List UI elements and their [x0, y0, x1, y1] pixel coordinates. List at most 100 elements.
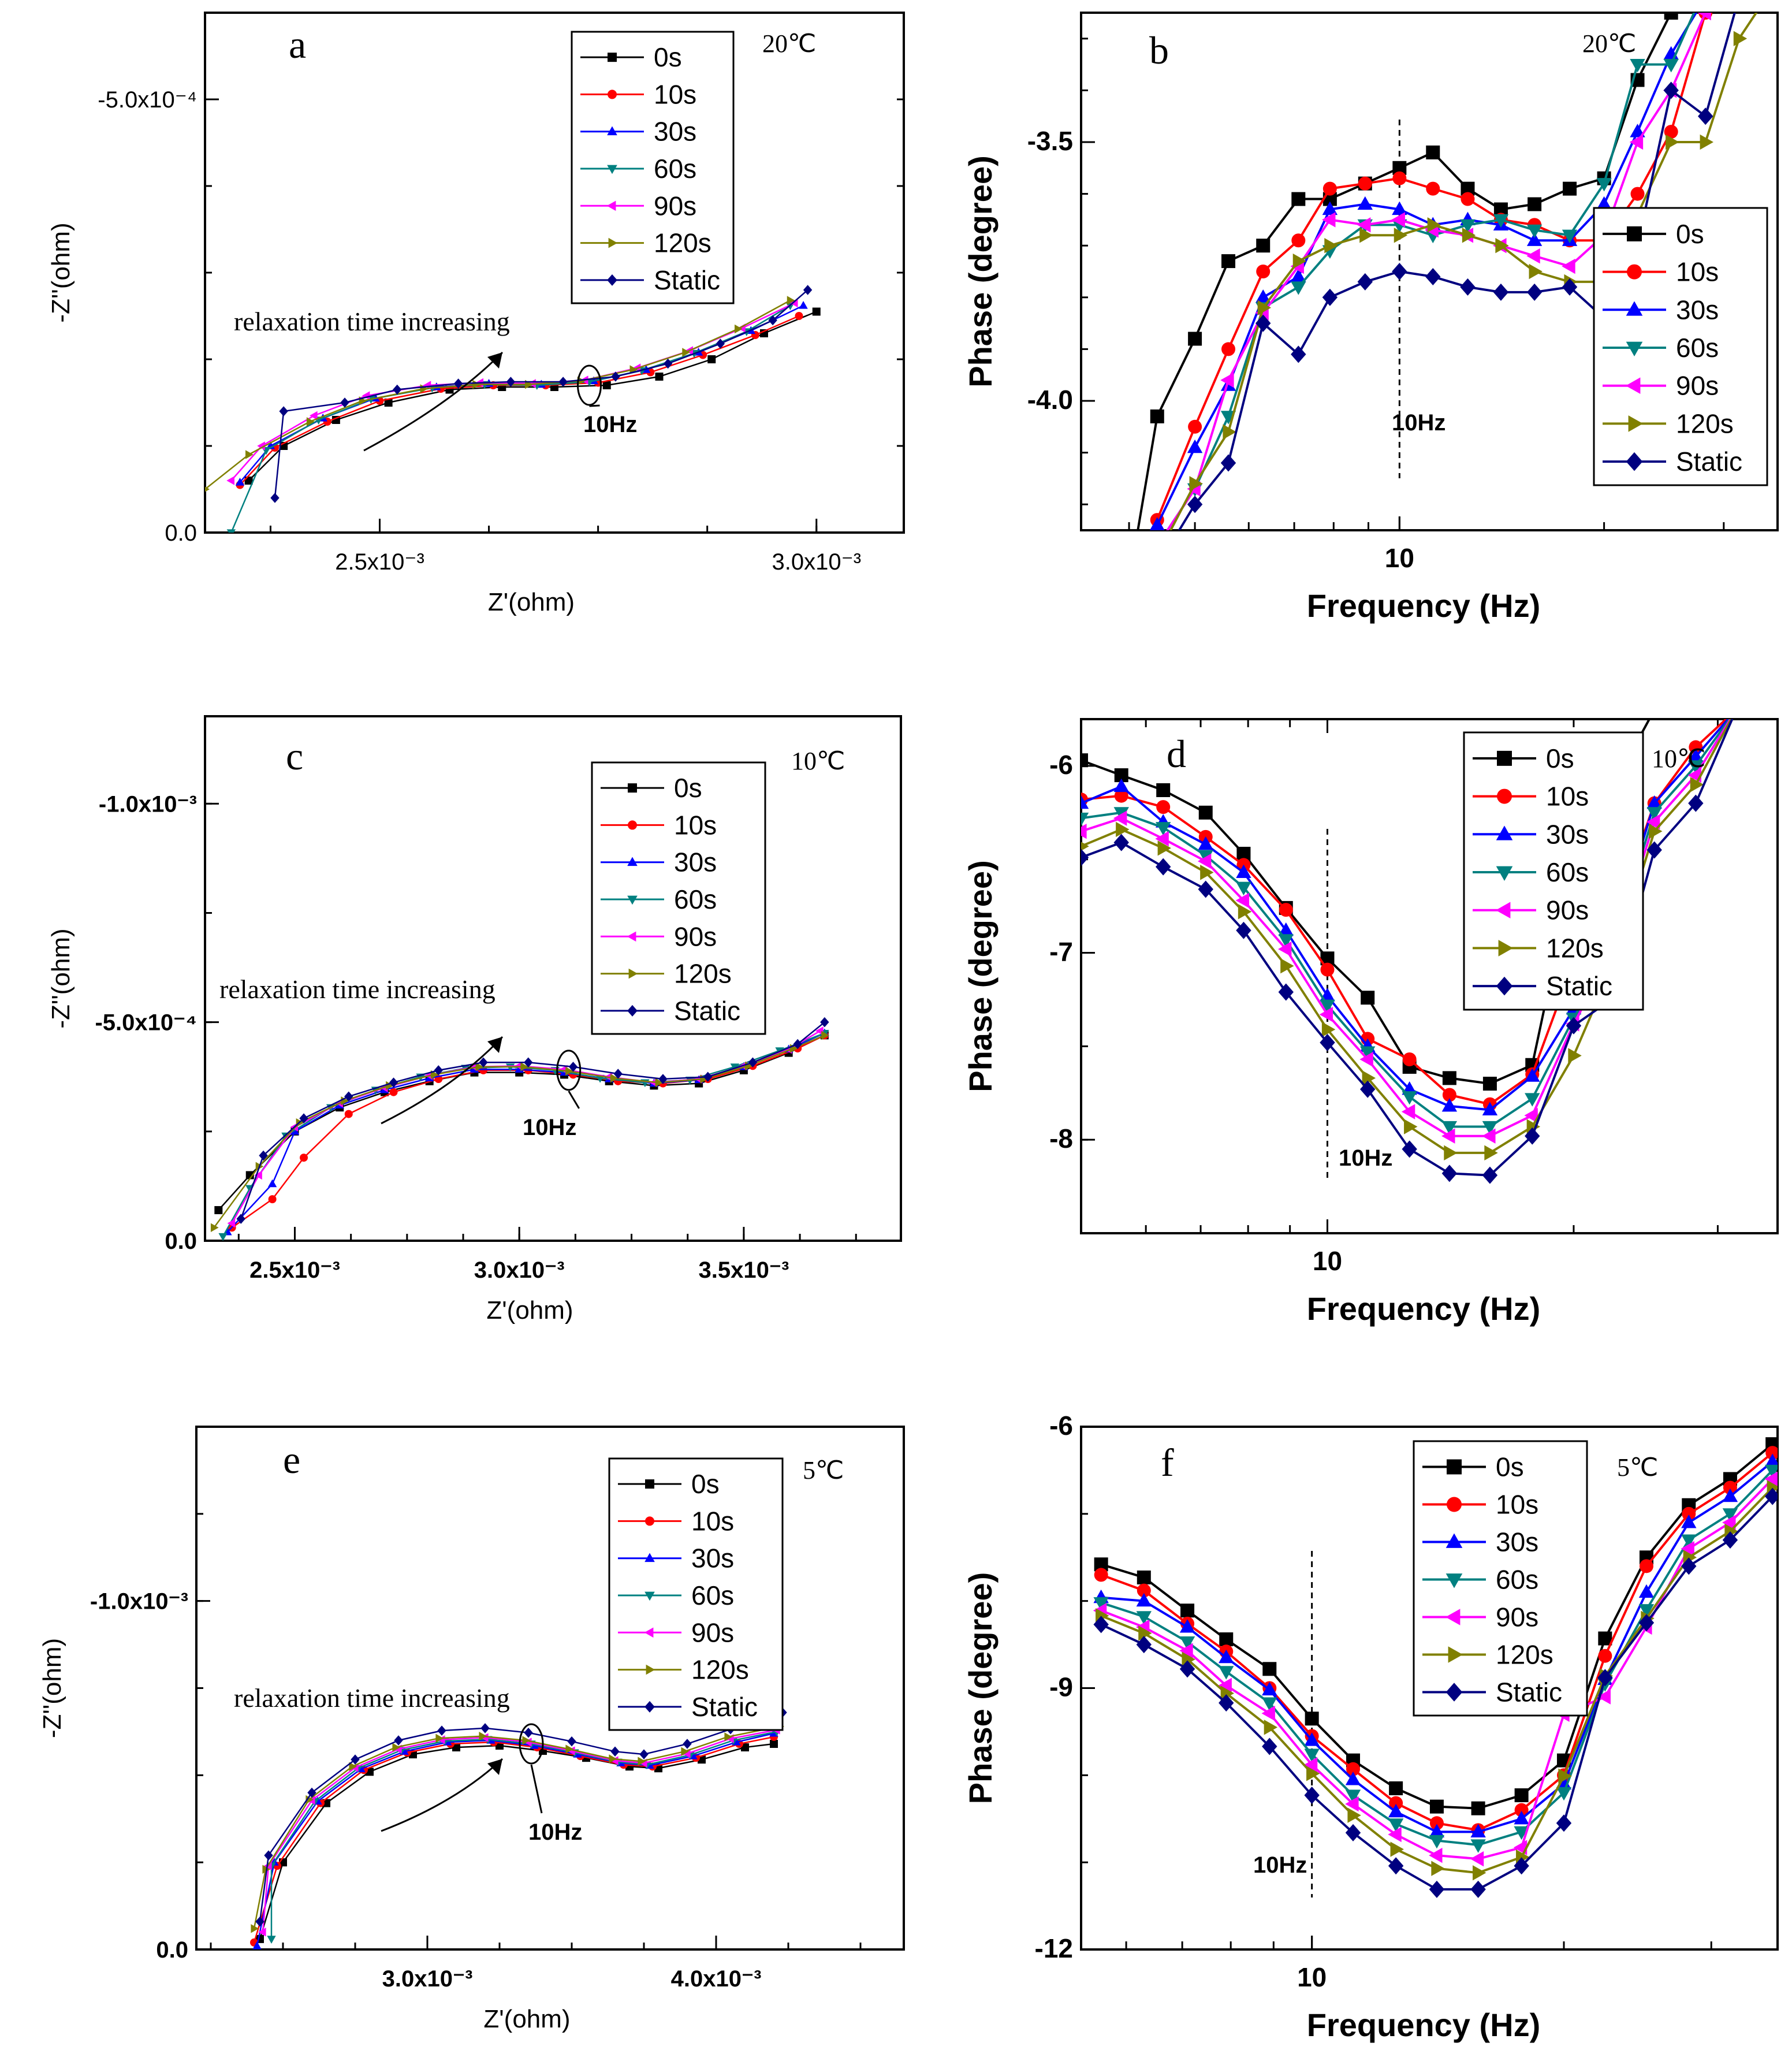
y-tick-label: -8: [1049, 1123, 1073, 1154]
data-point: [1081, 849, 1089, 866]
freq-annotation: 10Hz: [1339, 1145, 1392, 1171]
data-point: [1563, 181, 1577, 196]
legend-item: 30s: [1473, 819, 1589, 849]
data-point: [437, 1725, 446, 1736]
series-60s: [1081, 719, 1731, 1135]
legend-marker: [1445, 1683, 1463, 1702]
data-point: [1470, 1851, 1484, 1867]
data-point: [1681, 1541, 1694, 1557]
legend-label: 120s: [654, 228, 711, 258]
y-tick-label: -5.0x10⁻⁴: [98, 87, 197, 113]
data-point: [1722, 1531, 1738, 1549]
legend-label: 0s: [1546, 743, 1574, 773]
data-layer: [1081, 701, 1785, 1184]
data-point: [1320, 962, 1335, 977]
data-point: [1770, 701, 1785, 719]
data-point: [1473, 1865, 1486, 1881]
data-point: [1526, 283, 1543, 301]
series-60s: [1093, 1464, 1778, 1853]
data-point: [1392, 171, 1407, 185]
data-point: [1221, 342, 1236, 356]
data-point: [340, 397, 349, 408]
data-point: [1279, 903, 1293, 917]
legend-label: Static: [674, 996, 740, 1026]
data-point: [1764, 1453, 1778, 1467]
data-point: [611, 371, 620, 382]
data-point: [812, 307, 821, 316]
data-point: [1442, 1071, 1456, 1085]
freq-annotation: 10Hz: [523, 1115, 576, 1140]
legend-item: 120s: [601, 959, 732, 989]
data-point: [567, 1746, 575, 1755]
data-point: [1429, 1799, 1444, 1814]
data-point: [1596, 178, 1612, 192]
data-point: [214, 1206, 223, 1215]
relaxation-annotation: relaxation time increasing: [219, 974, 495, 1004]
y-tick-label: -6: [1049, 750, 1073, 780]
data-point: [235, 477, 245, 486]
panel-a: 2.5x10⁻³ 3.0x10⁻³ 0.0 -5.0x10⁻⁴ Z'(ohm) -Z''(…: [47, 12, 905, 616]
data-point: [1470, 1824, 1486, 1837]
data-point: [1361, 991, 1375, 1005]
series-line: [1081, 719, 1732, 1137]
data-point: [1255, 314, 1271, 332]
data-point: [1681, 1534, 1697, 1548]
y-axis-title: -Z''(ohm): [47, 928, 75, 1028]
data-point: [1256, 265, 1271, 278]
data-point: [1278, 922, 1294, 936]
y-tick-label: -7: [1049, 937, 1073, 967]
data-point: [1136, 1636, 1152, 1654]
data-point: [1697, 107, 1713, 125]
data-point: [210, 1223, 219, 1232]
legend-label: 60s: [1676, 333, 1719, 363]
legend-label: 10s: [654, 79, 696, 109]
y-axis: 0.0 -5.0x10⁻⁴: [98, 12, 904, 546]
series-10s: [250, 1732, 778, 1947]
data-point: [1149, 538, 1163, 553]
data-point: [768, 315, 777, 326]
data-point: [681, 1747, 690, 1757]
data-layer: [210, 1017, 829, 1241]
data-point: [1772, 702, 1785, 717]
data-point: [793, 1039, 802, 1050]
legend-label: 60s: [654, 154, 696, 184]
legend-label: 10s: [1676, 257, 1719, 287]
relaxation-arrow: [381, 1758, 504, 1832]
data-point: [1681, 1515, 1697, 1528]
data-point: [1081, 753, 1088, 768]
panel-f: 10 -12 -9 -6 Frequency (Hz) Phase (degree) 0s 1…: [962, 1411, 1779, 2043]
legend-label: 30s: [1496, 1527, 1538, 1557]
data-point: [523, 1737, 532, 1747]
legend-marker: [628, 820, 637, 830]
data-point: [748, 1057, 758, 1068]
legend-marker: [1445, 1533, 1463, 1548]
data-point: [1470, 1839, 1486, 1853]
data-point: [803, 285, 813, 295]
data-point: [1305, 1711, 1319, 1726]
legend-label: 90s: [1496, 1602, 1538, 1632]
data-point: [1155, 831, 1169, 847]
x-axis: 10: [1125, 1936, 1712, 1992]
data-point: [236, 1214, 245, 1224]
data-point: [1114, 788, 1128, 803]
panel-b: 10 -4.0 -3.5 Frequency (Hz) Phase (degree) 0s…: [962, 12, 1779, 624]
data-point: [1728, 701, 1743, 719]
y-axis-title: Phase (degree): [962, 860, 999, 1092]
legend-marker: [1626, 452, 1643, 471]
data-point: [1113, 810, 1127, 826]
data-point: [1358, 176, 1372, 191]
data-point: [1236, 864, 1251, 878]
data-point: [351, 1754, 360, 1765]
data-point: [300, 1154, 308, 1162]
data-point: [1345, 1789, 1361, 1803]
data-point: [1596, 196, 1612, 210]
series-Static: [270, 285, 813, 503]
series-60s: [226, 302, 795, 533]
y-axis-title: Phase (degree): [962, 1572, 999, 1804]
legend-label: 60s: [691, 1580, 734, 1610]
legend-marker: [627, 895, 638, 905]
legend-item: 60s: [1473, 857, 1589, 887]
legend-marker: [1445, 1609, 1461, 1625]
data-point: [453, 378, 463, 389]
data-point: [602, 381, 611, 389]
